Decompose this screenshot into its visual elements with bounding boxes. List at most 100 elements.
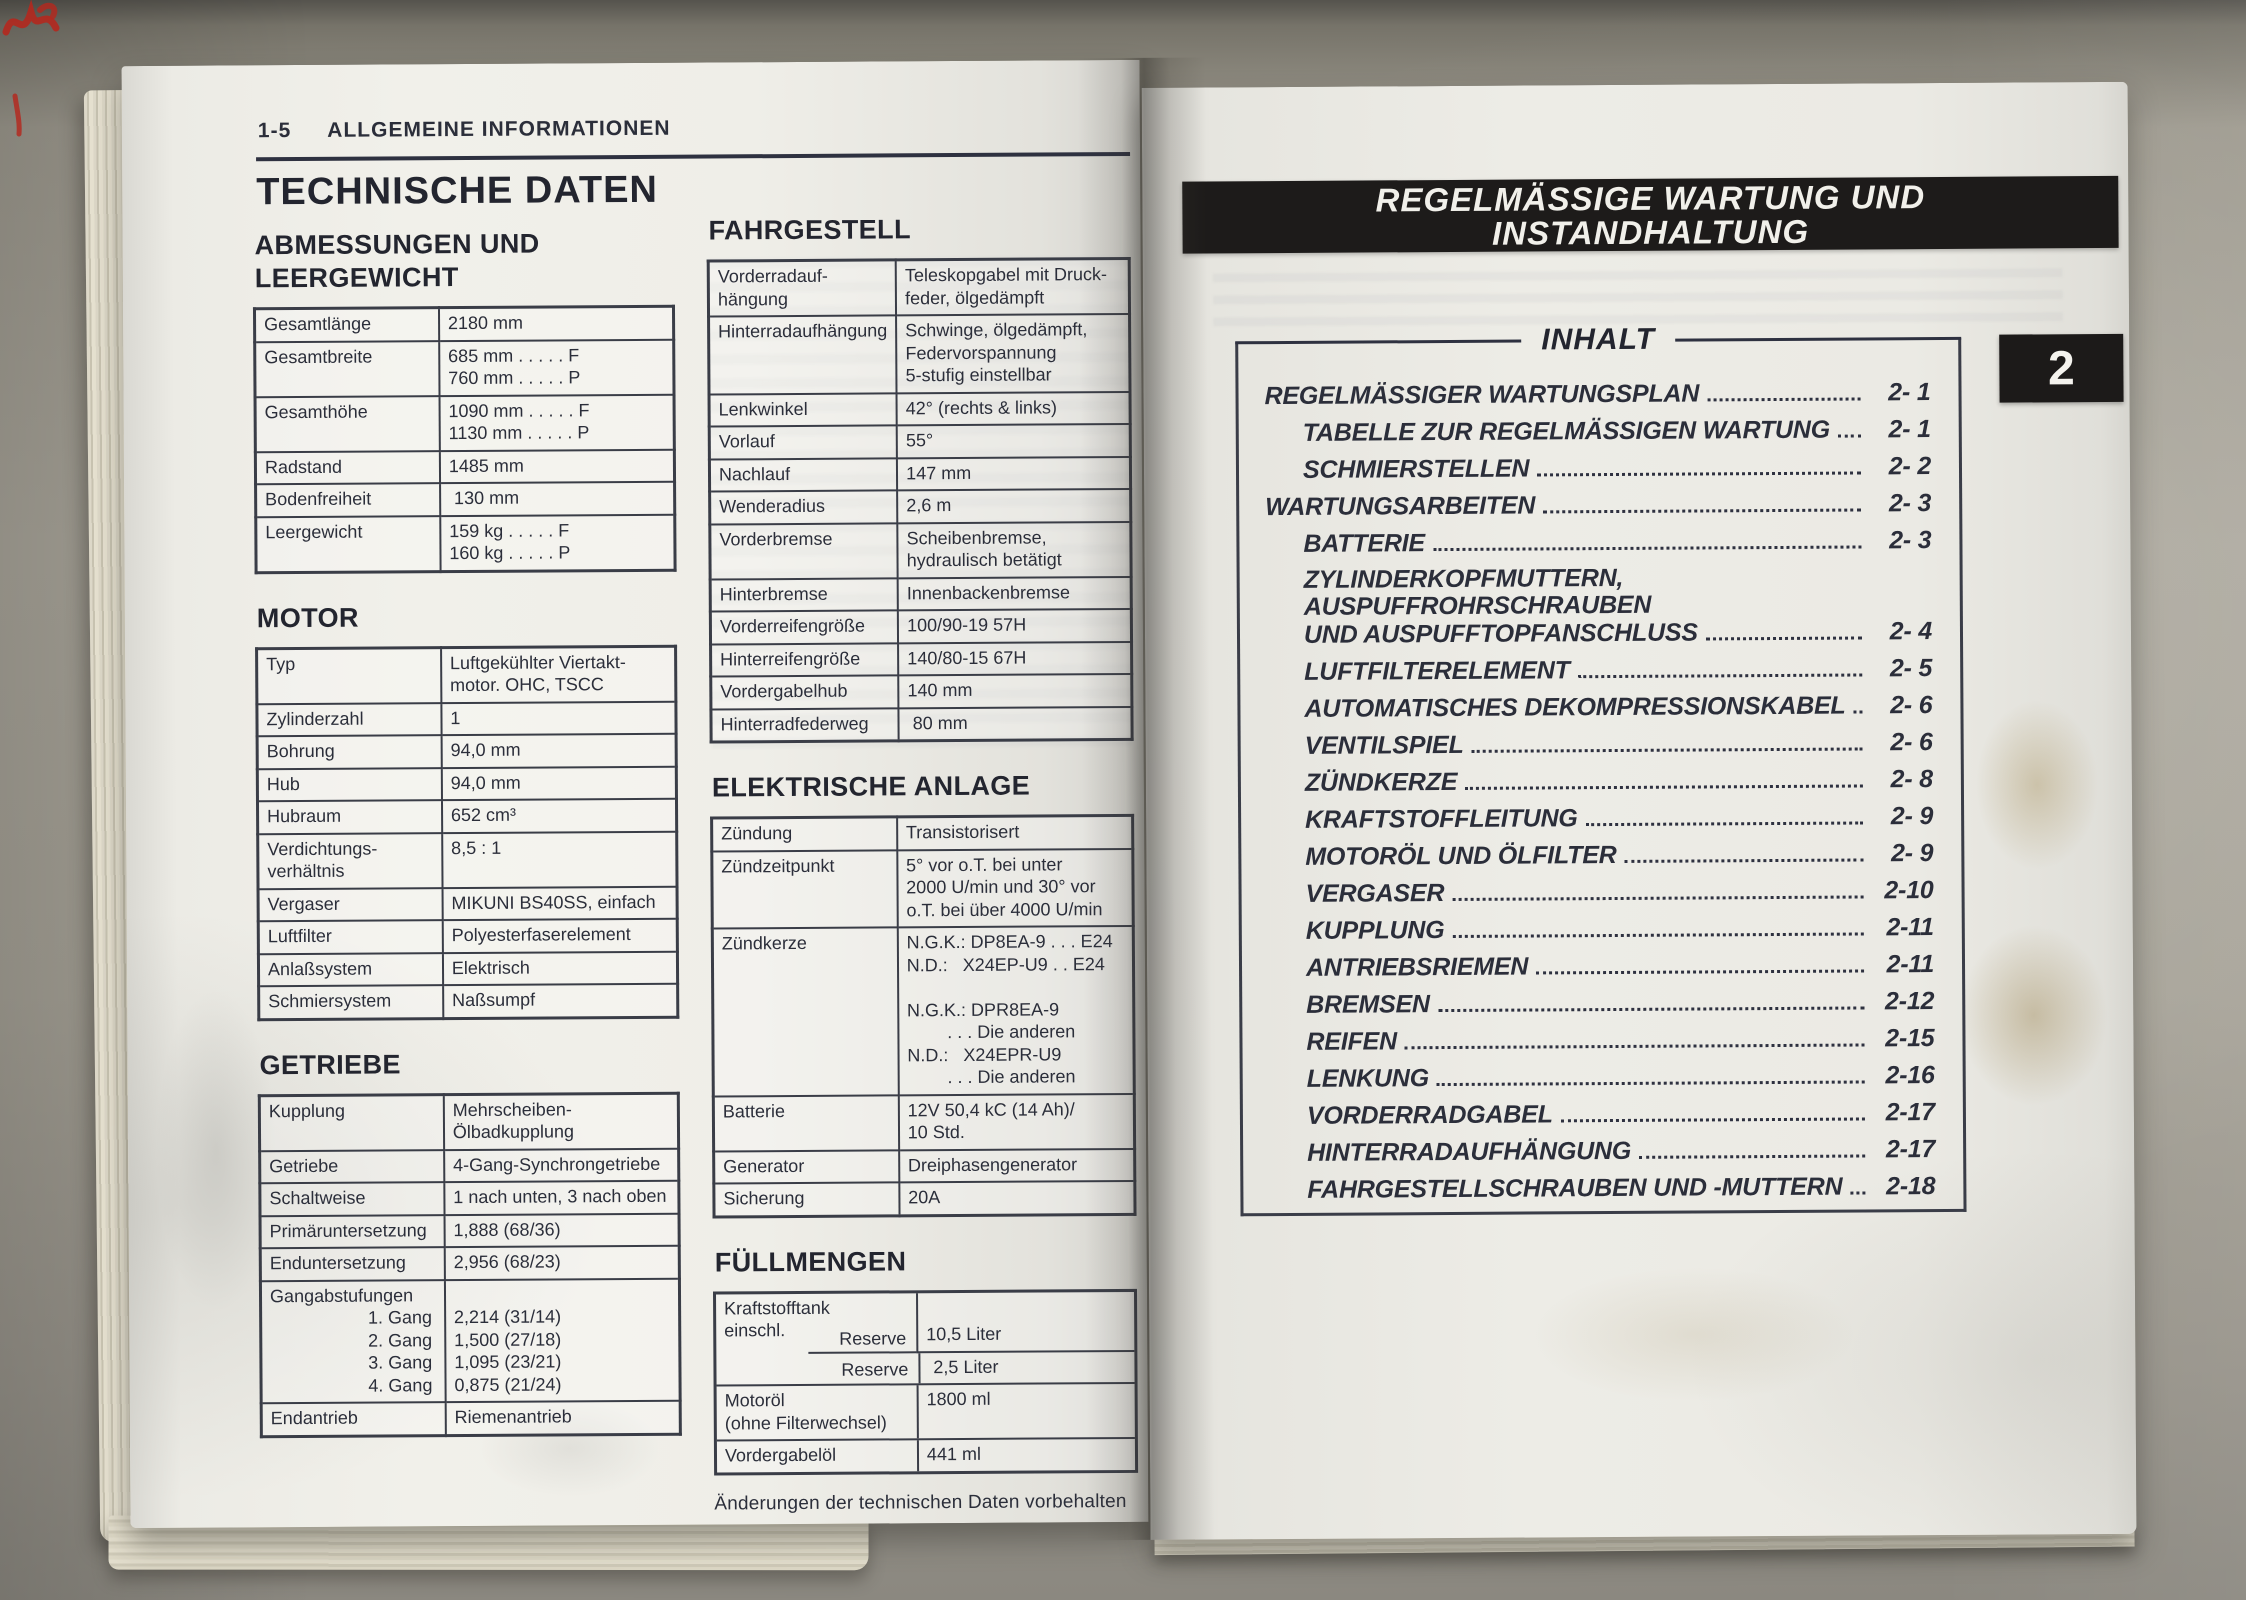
toc-title-rule-right [1675,336,1962,342]
spec-value: MIKUNI BS40SS, einfach [442,886,678,921]
toc-entry-label: LENKUNG [1306,1064,1430,1093]
header-rule [256,151,1131,162]
spec-row: Typ Luftgekühlter Viertakt- motor. OHC, T… [256,645,676,704]
chapter-banner-line2: INSTANDHALTUNG [1491,212,1810,252]
toc-entry-label: BREMSEN [1306,990,1430,1019]
spec-row: Hubraum 652 cm³ [257,798,677,834]
spec-row: Hinterradfederweg 80 mm [710,706,1133,743]
spec-value: 8,5 : 1 [442,831,678,888]
spec-value: 1 nach unten, 3 nach oben [444,1180,680,1215]
spec-row: Hinterradaufhängung Schwinge, ölgedämpft,… [708,313,1131,395]
toc-title-row: INHALT [1235,321,1962,359]
spec-table: Typ Luftgekühlter Viertakt- motor. OHC, T… [255,644,680,1021]
toc-entry-label: ANTRIEBSRIEMEN [1305,952,1529,982]
toc-page-number: 2- 6 [1890,728,1933,757]
toc-leader [1437,1006,1865,1013]
reserve-sublabel: Reserve [839,1328,907,1349]
spec-label: Kraftstofftank einschl. Reserve [716,1293,916,1354]
toc-entry: KUPPLUNG 2-11 [1268,913,1934,946]
spec-value: Teleskopgabel mit Druck- feder, ölgedämp… [895,258,1130,316]
spec-table: Kraftstofftank einschl. Reserve 10,5 Liter… [712,1288,1139,1476]
toc-leader [1707,397,1861,402]
toc-entry: BATTERIE 2- 3 [1265,526,1931,559]
spec-row: Radstand 1485 mm [255,449,675,485]
spec-row: Hinterbremse Innenbackenbremse [710,576,1132,612]
toc-entry: ZÜNDKERZE 2- 8 [1267,765,1933,798]
spec-row: Zündung Transistorisert [711,815,1133,852]
spec-label: Zündkerze [712,927,899,1097]
spec-value: 1 [441,701,677,736]
toc-title: INHALT [1541,322,1656,357]
toc-page-number: 2- 4 [1889,617,1933,646]
toc-leader [1639,1154,1866,1159]
toc-title-rule-left [1235,339,1522,344]
spec-value: 130 mm [439,481,675,516]
spec-value: N.G.K.: DP8EA-9 . . . E24 N.D.: X24EP-U9… [897,925,1135,1095]
toc-leader [1471,747,1863,753]
spec-label: Schaltweise [259,1182,445,1216]
spec-label: Wenderadius [709,490,898,525]
spec-value: 2,214 (31/14) 1,500 (27/18) 1,095 (23/21… [444,1278,681,1403]
spec-label: Enduntersetzung [260,1247,445,1281]
toc-page-number: 2- 2 [1888,452,1932,481]
spec-label: Zündung [711,816,898,852]
spec-footnote: Änderungen der technischen Daten vorbeha… [714,1490,1127,1515]
page-header: 1-5 ALLGEMEINE INFORMATIONEN [258,117,671,144]
spec-row: Kraftstofftank einschl. Reserve 10,5 Liter [716,1291,1135,1354]
spec-section: MOTOR Typ Luftgekühlter Viertakt- motor. O… [255,599,680,1021]
spec-value: 2,5 Liter [918,1351,1135,1384]
spec-label: Schmiersystem [258,985,444,1020]
spec-label: Getriebe [259,1149,445,1184]
spec-section: GETRIEBE Kupplung Mehrscheiben- Ölbadkuppl… [257,1046,682,1438]
paper-stain [1478,1243,1910,1426]
page-number: 1-5 [257,119,292,143]
toc-page-number: 2-11 [1886,950,1935,979]
spec-row: Nachlauf 147 mm [709,456,1131,492]
spec-row: Vorderreifengröße 100/90-19 57H [710,608,1132,645]
toc-entry-label: BATTERIE [1303,529,1426,558]
toc-entry-label: MOTORÖL UND ÖLFILTER [1305,840,1617,871]
toc-leader [1705,636,1863,641]
spec-label: Hub [257,767,442,802]
toc-leader [1404,1043,1865,1050]
toc-entry-label: ZYLINDERKOPFMUTTERN, AUSPUFFROHRSCHRAUBE… [1303,563,1652,621]
toc-entry: FAHRGESTELLSCHRAUBEN UND -MUTTERN 2-18 [1269,1172,1935,1205]
spec-value: Polyesterfaserelement [442,918,678,953]
spec-row: Zündzeitpunkt 5° vor o.T. bei unter 2000 … [711,848,1134,929]
toc-entry: LENKUNG 2-16 [1269,1061,1935,1094]
spec-row: Lenkwinkel 42° (rechts & links) [709,391,1131,427]
toc-leader [1452,932,1864,938]
spec-column-right: FAHRGESTELL Vorderradauf- hängung Teleskop… [706,212,1139,1515]
spec-row: Kupplung Mehrscheiben- Ölbadkupplung [259,1092,679,1151]
spec-value: Naßsumpf [442,983,678,1019]
spec-label: Nachlauf [709,457,898,492]
spec-label: Hinterradfederweg [710,707,899,743]
chapter-title: ALLGEMEINE INFORMATIONEN [327,116,671,142]
toc-entry-label: WARTUNGSARBEITEN [1265,491,1536,522]
toc-page-number: 2- 6 [1890,691,1933,720]
spec-label: Gesamtbreite [254,340,440,397]
toc-page-number: 2-17 [1885,1098,1936,1127]
toc-entry: KRAFTSTOFFLEITUNG 2- 9 [1267,802,1933,835]
spec-label: Hinterradaufhängung [708,315,897,395]
spec-table: Kupplung Mehrscheiben- Ölbadkupplung Getri… [257,1091,682,1438]
toc-leader [1853,710,1863,714]
spec-value: 1485 mm [439,449,675,484]
toc-box: INHALT REGELMÄSSIGER WARTUNGSPLAN 2- 1 TAB… [1235,323,1967,1217]
toc-entry: MOTORÖL UND ÖLFILTER 2- 9 [1267,839,1933,872]
spec-value: 652 cm³ [441,798,677,833]
spec-value: 2,6 m [897,488,1131,523]
spec-value: 147 mm [897,456,1131,491]
page-title: TECHNISCHE DATEN [256,168,659,214]
toc-entry-label: FAHRGESTELLSCHRAUBEN UND -MUTTERN [1307,1172,1843,1204]
spec-value: Scheibenbremse, hydraulisch betätigt [897,521,1132,578]
toc-leader [1436,1080,1865,1087]
spec-label: Hinterreifengröße [710,642,899,677]
spec-label: Gesamtlänge [254,307,440,342]
section-heading: FÜLLMENGEN [714,1245,907,1278]
spec-value: 100/90-19 57H [897,608,1132,643]
spec-label: Vergaser [258,887,443,922]
spec-row: Schmiersystem Naßsumpf [258,983,678,1020]
paper-stain [1951,666,2123,903]
